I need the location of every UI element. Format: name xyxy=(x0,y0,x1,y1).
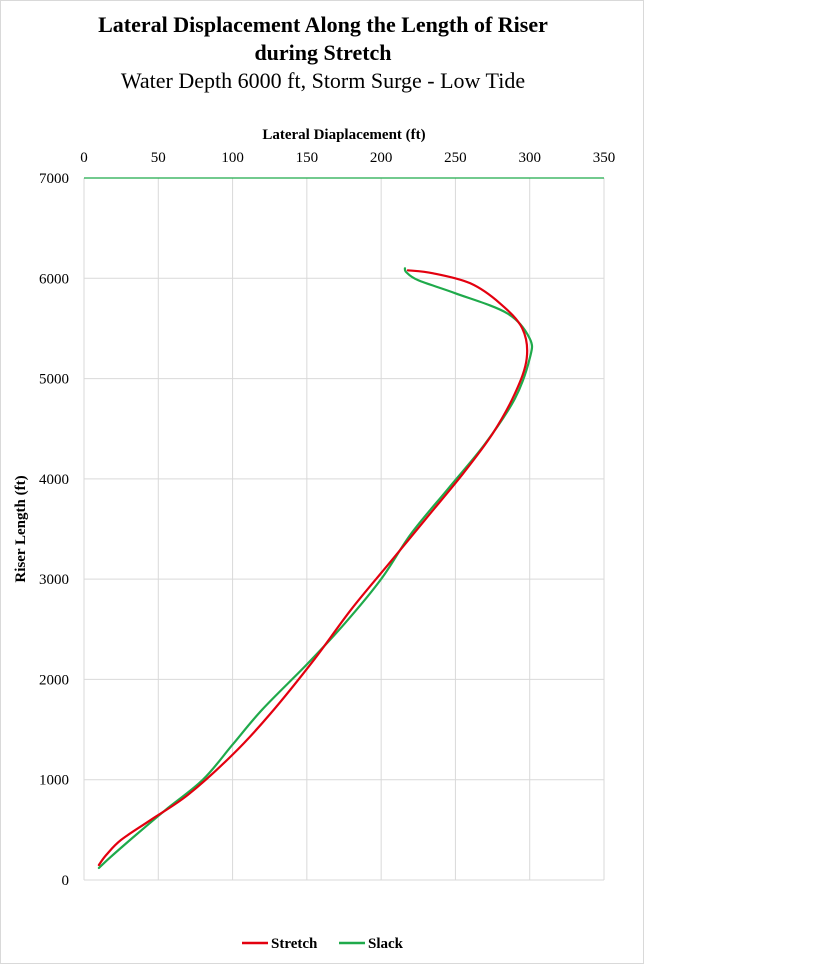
x-tick-label: 100 xyxy=(221,150,244,166)
y-tick-label: 2000 xyxy=(39,672,69,688)
legend: Stretch Slack xyxy=(242,936,404,952)
chart-subtitle: Water Depth 6000 ft, Storm Surge - Low T… xyxy=(121,68,525,93)
series-line-stretch xyxy=(97,269,529,867)
legend-label-slack: Slack xyxy=(368,936,404,952)
legend-label-stretch: Stretch xyxy=(271,936,318,952)
x-tick-label: 0 xyxy=(80,150,88,166)
x-tick-label: 200 xyxy=(370,150,393,166)
y-tick-label: 0 xyxy=(62,873,70,889)
grid-layer xyxy=(83,177,605,881)
series-line-slack xyxy=(97,267,534,870)
x-tick-label: 50 xyxy=(151,150,166,166)
y-tick-label: 7000 xyxy=(39,171,69,187)
y-tick-label: 1000 xyxy=(39,773,69,789)
chart-title-line1: Lateral Displacement Along the Length of… xyxy=(98,12,548,37)
x-axis-title: Lateral Diaplacement (ft) xyxy=(262,127,425,143)
y-tick-label: 6000 xyxy=(39,271,69,287)
x-tick-label: 300 xyxy=(518,150,541,166)
x-tick-label: 150 xyxy=(296,150,319,166)
x-tick-label: 250 xyxy=(444,150,467,166)
chart-title-line2: during Stretch xyxy=(254,40,391,65)
y-tick-label: 5000 xyxy=(39,372,69,388)
x-tick-label: 350 xyxy=(593,150,616,166)
y-tick-label: 3000 xyxy=(39,572,69,588)
y-tick-label: 4000 xyxy=(39,472,69,488)
y-axis-title: Riser Length (ft) xyxy=(13,475,29,582)
chart-frame xyxy=(0,0,644,964)
tick-labels: 0 50 100 150 200 250 300 350 0 1000 2000 3000 4000 50… xyxy=(39,150,615,889)
series-layer xyxy=(97,267,534,870)
